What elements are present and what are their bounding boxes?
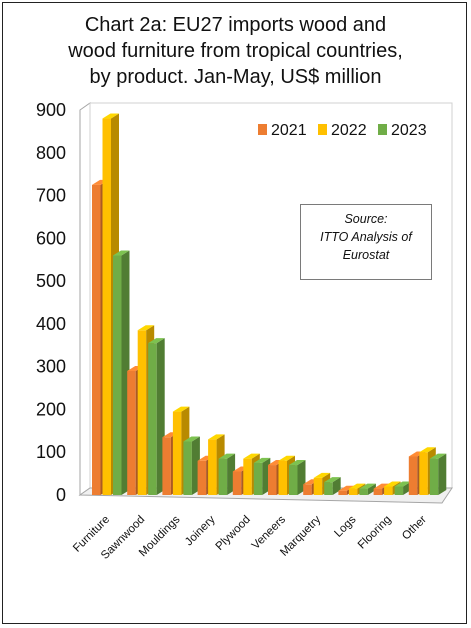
bar-plywood-2023 bbox=[253, 457, 271, 495]
chart-title-line-3: by product. Jan-May, US$ million bbox=[89, 66, 382, 88]
y-tick-label: 500 bbox=[36, 271, 66, 291]
source-line-1: Source: bbox=[344, 212, 388, 226]
bar-logs-2023 bbox=[359, 483, 376, 495]
x-tick-label-logs: Logs bbox=[332, 513, 358, 539]
chart-title-line-2: wood furniture from tropical countries, bbox=[68, 40, 403, 62]
x-tick-label-joinery: Joinery bbox=[183, 513, 218, 548]
bar-other-2023 bbox=[429, 453, 447, 495]
bar-furniture-2023 bbox=[113, 250, 130, 495]
legend-swatch-2021 bbox=[258, 124, 267, 135]
bar-veneers-2023 bbox=[289, 460, 306, 495]
chart-title-line-1: Chart 2a: EU27 imports wood and bbox=[84, 14, 387, 36]
y-tick-label: 400 bbox=[36, 314, 66, 334]
y-tick-label: 300 bbox=[36, 357, 66, 377]
legend-swatch-2023 bbox=[378, 124, 387, 135]
legend-label-2021: 2021 bbox=[271, 122, 307, 139]
legend-swatch-2022 bbox=[318, 124, 327, 135]
side-wall bbox=[79, 102, 91, 496]
x-tick-label-plywood: Plywood bbox=[214, 514, 253, 553]
bar-mouldings-2023 bbox=[183, 436, 200, 495]
source-annotation: Source: ITTO Analysis of Eurostat bbox=[300, 204, 432, 280]
bar-joinery-2023 bbox=[218, 453, 236, 495]
y-tick-label: 800 bbox=[36, 143, 66, 163]
y-tick-label: 900 bbox=[36, 100, 66, 120]
y-tick-label: 100 bbox=[36, 442, 66, 462]
y-tick-label: 600 bbox=[36, 228, 66, 248]
legend-label-2022: 2022 bbox=[331, 122, 367, 139]
legend-label-2023: 2023 bbox=[391, 122, 427, 139]
bar-sawnwood-2023 bbox=[148, 338, 165, 495]
y-tick-label: 0 bbox=[56, 485, 66, 505]
chart-title: Chart 2a: EU27 imports wood and wood fur… bbox=[0, 12, 471, 90]
y-tick-label: 700 bbox=[36, 186, 66, 206]
y-tick-label: 200 bbox=[36, 399, 66, 419]
x-tick-label-other: Other bbox=[400, 514, 429, 543]
source-line-3: Eurostat bbox=[342, 248, 390, 262]
x-tick-label-flooring: Flooring bbox=[356, 514, 394, 552]
source-line-2: ITTO Analysis of bbox=[320, 230, 412, 244]
